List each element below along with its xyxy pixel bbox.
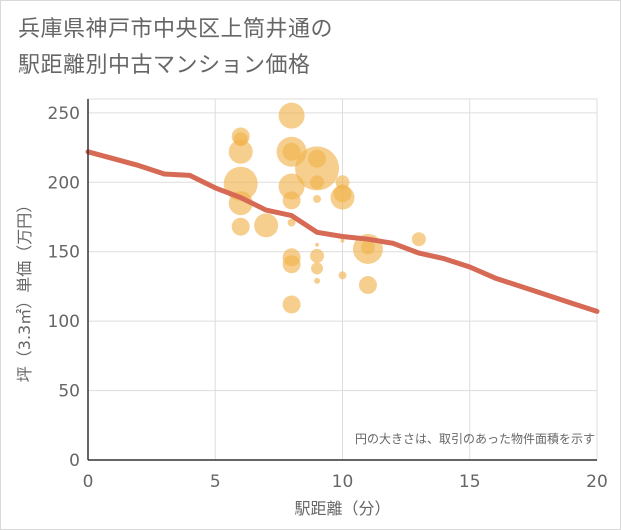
x-tick-label: 15 <box>459 472 481 492</box>
data-bubble <box>282 295 301 314</box>
trend-line-layer <box>85 149 600 314</box>
data-bubble <box>315 242 320 247</box>
data-bubble <box>295 146 340 191</box>
trend-line <box>85 149 600 314</box>
data-bubble <box>314 277 321 284</box>
data-bubble <box>340 238 345 243</box>
bubble-size-note: 円の大きさは、取引のあった物件面積を示す <box>355 431 595 446</box>
y-tick-label: 200 <box>48 173 80 193</box>
data-bubble <box>282 255 301 274</box>
data-bubble <box>310 248 325 263</box>
x-tick-label: 10 <box>332 472 354 492</box>
grid-lines <box>87 98 598 461</box>
data-bubble <box>278 173 305 200</box>
y-tick-label: 250 <box>48 104 80 124</box>
data-bubble <box>278 102 305 129</box>
chart-title-line-2: 駅距離別中古マンション価格 <box>18 53 311 78</box>
y-tick-label: 150 <box>48 243 80 263</box>
data-bubble <box>360 240 375 255</box>
data-bubble <box>254 213 279 238</box>
x-axis-title: 駅距離（分） <box>294 499 390 518</box>
data-bubble <box>358 276 377 295</box>
data-bubble <box>282 142 301 161</box>
x-tick-label: 0 <box>83 472 94 492</box>
bubbles <box>223 102 426 314</box>
y-axis-title: 坪（3.3㎡）単価（万円） <box>15 197 34 382</box>
chart-title-line-1: 兵庫県神戸市中央区上筒井通の <box>18 17 334 42</box>
y-tick-label: 100 <box>48 312 80 332</box>
axes <box>87 99 597 461</box>
data-bubble <box>231 217 250 236</box>
data-bubble <box>228 139 253 164</box>
data-bubble <box>338 271 347 280</box>
data-bubble <box>330 185 355 210</box>
data-bubble <box>282 191 301 210</box>
data-bubble <box>411 232 426 247</box>
data-bubble <box>313 194 322 203</box>
x-tick-label: 5 <box>210 472 221 492</box>
y-tick-label: 50 <box>58 382 80 402</box>
data-bubble <box>311 262 324 275</box>
y-tick-label: 0 <box>69 451 80 471</box>
chart-title: 兵庫県神戸市中央区上筒井通の 駅距離別中古マンション価格 <box>18 12 578 84</box>
x-tick-label: 20 <box>586 472 608 492</box>
data-bubble <box>310 175 325 190</box>
data-bubble <box>287 218 296 227</box>
